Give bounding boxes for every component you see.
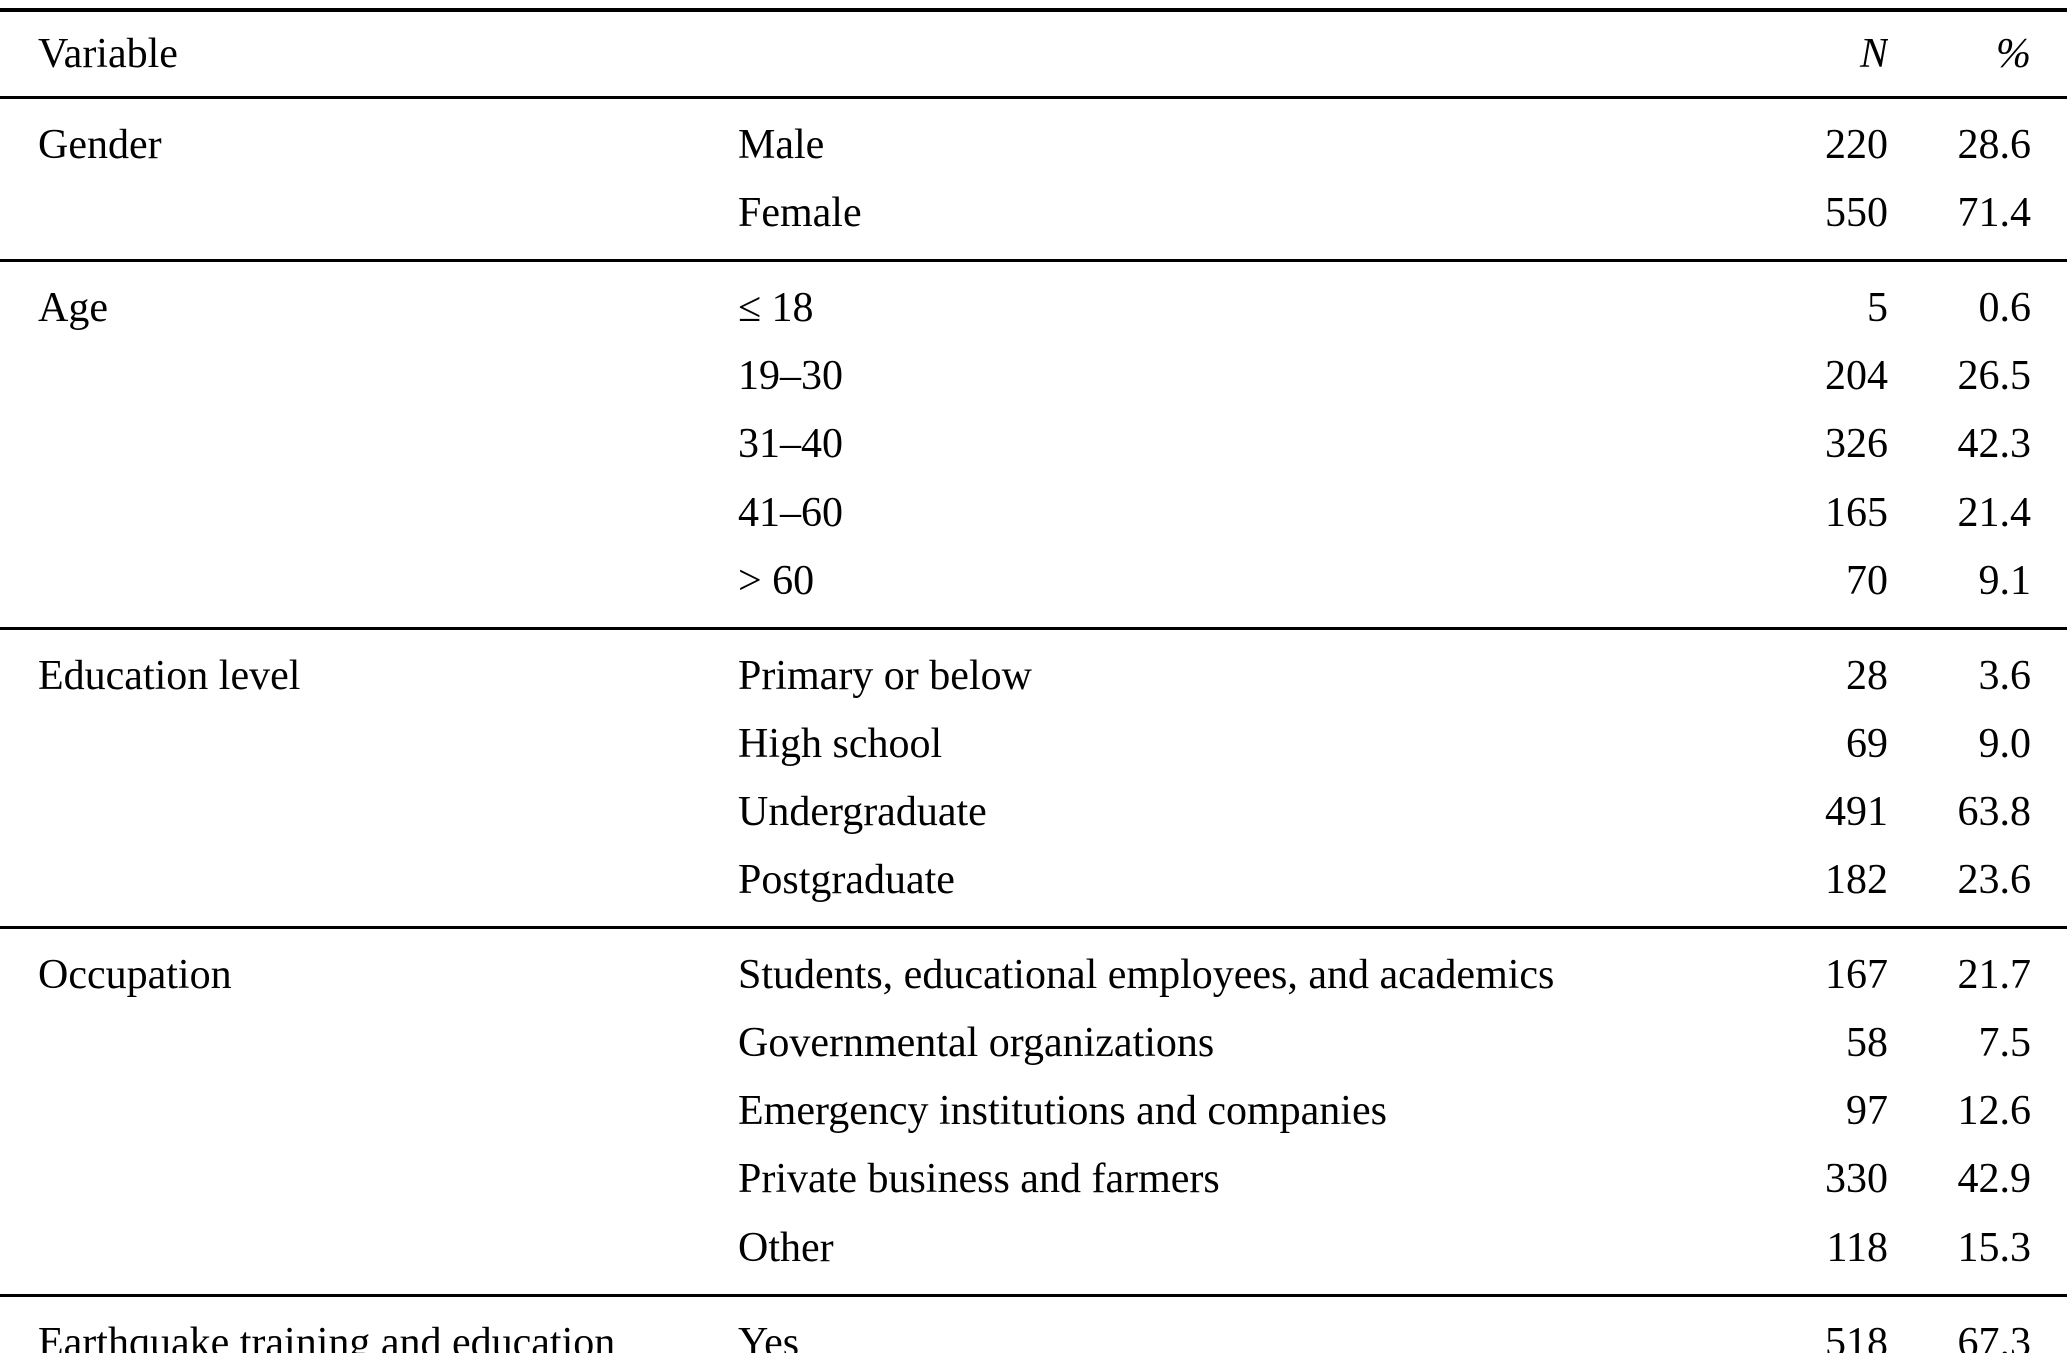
category-cell: Postgraduate xyxy=(738,857,955,904)
category-cell: ≤ 18 xyxy=(738,285,814,332)
variable-cell: Occupation xyxy=(38,952,232,999)
variable-cell: Earthquake training and education xyxy=(38,1319,616,1353)
variable-cell xyxy=(0,479,738,547)
n-cell: 97 xyxy=(1846,1088,1888,1135)
n-cell: 69 xyxy=(1846,720,1888,767)
variable-cell xyxy=(0,846,738,928)
table-row: High school 69 9.0 xyxy=(0,710,2067,778)
variable-cell xyxy=(0,710,738,778)
table-row: Undergraduate 491 63.8 xyxy=(0,778,2067,846)
variable-cell xyxy=(0,778,738,846)
table-row: 19–30 204 26.5 xyxy=(0,342,2067,410)
n-cell: 58 xyxy=(1846,1020,1888,1067)
n-cell: 204 xyxy=(1825,353,1888,400)
percent-cell: 21.7 xyxy=(1957,952,2032,999)
category-cell: Undergraduate xyxy=(738,788,987,835)
percent-cell: 26.5 xyxy=(1957,353,2032,400)
category-cell: Yes xyxy=(738,1319,800,1353)
variable-cell: Education level xyxy=(38,652,301,699)
n-cell: 167 xyxy=(1825,952,1888,999)
n-cell: 220 xyxy=(1825,122,1888,169)
variable-cell: Age xyxy=(38,285,108,332)
table-row: Gender Male 220 28.6 xyxy=(0,98,2067,180)
n-cell: 5 xyxy=(1867,285,1888,332)
variable-cell xyxy=(0,547,738,629)
percent-cell: 9.0 xyxy=(1978,720,2032,767)
table-row: Private business and farmers 330 42.9 xyxy=(0,1145,2067,1213)
table-row: Postgraduate 182 23.6 xyxy=(0,846,2067,928)
percent-cell: 42.3 xyxy=(1957,421,2032,468)
percent-cell: 21.4 xyxy=(1957,489,2032,536)
percent-cell: 7.5 xyxy=(1978,1020,2032,1067)
table-header: Variable N % xyxy=(0,10,2067,98)
n-cell: 491 xyxy=(1825,788,1888,835)
n-cell: 118 xyxy=(1826,1224,1888,1271)
percent-cell: 12.6 xyxy=(1957,1088,2032,1135)
category-cell: 31–40 xyxy=(738,421,843,468)
variable-cell xyxy=(0,1077,738,1145)
variable-cell xyxy=(0,1214,738,1296)
category-cell: 41–60 xyxy=(738,489,843,536)
n-cell: 28 xyxy=(1846,652,1888,699)
category-cell: Private business and farmers xyxy=(738,1156,1220,1203)
percent-cell: 63.8 xyxy=(1957,788,2032,835)
table-row: Age ≤ 18 5 0.6 xyxy=(0,261,2067,343)
n-cell: 182 xyxy=(1825,857,1888,904)
percent-cell: 0.6 xyxy=(1978,285,2032,332)
table-group: Earthquake training and education Yes 518 6… xyxy=(0,1295,2067,1353)
category-cell: Primary or below xyxy=(738,652,1032,699)
header-variable: Variable xyxy=(38,31,178,77)
header-percent: % xyxy=(1996,31,2031,77)
table-row: 41–60 165 21.4 xyxy=(0,479,2067,547)
variable-cell xyxy=(0,1009,738,1077)
category-cell: 19–30 xyxy=(738,353,843,400)
table-row: Other 118 15.3 xyxy=(0,1214,2067,1296)
percent-cell: 3.6 xyxy=(1978,652,2032,699)
table-group: Gender Male 220 28.6 Female 550 71.4 xyxy=(0,97,2067,261)
percent-cell: 71.4 xyxy=(1957,190,2032,237)
demographics-table: Variable N % Gender Male 220 28.6 Female 550 7… xyxy=(0,8,2067,1353)
header-row: Variable N % xyxy=(0,10,2067,98)
percent-cell: 23.6 xyxy=(1957,857,2032,904)
n-cell: 518 xyxy=(1825,1319,1888,1353)
n-cell: 326 xyxy=(1825,421,1888,468)
table-row: Governmental organizations 58 7.5 xyxy=(0,1009,2067,1077)
variable-cell xyxy=(0,179,738,261)
n-cell: 70 xyxy=(1846,557,1888,604)
table-row: Earthquake training and education Yes 518 6… xyxy=(0,1295,2067,1353)
percent-cell: 42.9 xyxy=(1957,1156,2032,1203)
table-row: Occupation Students, educational employee… xyxy=(0,928,2067,1010)
category-cell: Students, educational employees, and aca… xyxy=(738,952,1555,999)
category-cell: High school xyxy=(738,720,943,767)
table-group: Occupation Students, educational employee… xyxy=(0,927,2067,1296)
category-cell: Emergency institutions and companies xyxy=(738,1088,1387,1135)
table-group: Age ≤ 18 5 0.6 19–30 204 26.5 31–40 326 42.3 41–60… xyxy=(0,260,2067,629)
table-row: Female 550 71.4 xyxy=(0,179,2067,261)
n-cell: 550 xyxy=(1825,190,1888,237)
percent-cell: 9.1 xyxy=(1978,557,2032,604)
table-row: 31–40 326 42.3 xyxy=(0,410,2067,478)
variable-cell xyxy=(0,410,738,478)
category-cell: Other xyxy=(738,1224,834,1271)
category-cell: Male xyxy=(738,122,825,169)
category-cell: > 60 xyxy=(738,557,815,604)
table-group: Education level Primary or below 28 3.6 High… xyxy=(0,628,2067,927)
table-row: > 60 70 9.1 xyxy=(0,547,2067,629)
variable-cell xyxy=(0,1145,738,1213)
n-cell: 165 xyxy=(1825,489,1888,536)
variable-cell xyxy=(0,342,738,410)
category-cell: Governmental organizations xyxy=(738,1020,1215,1067)
n-cell: 330 xyxy=(1825,1156,1888,1203)
variable-cell: Gender xyxy=(38,122,162,169)
header-category-spacer xyxy=(738,10,1668,98)
percent-cell: 28.6 xyxy=(1957,122,2032,169)
table-row: Education level Primary or below 28 3.6 xyxy=(0,628,2067,710)
percent-cell: 67.3 xyxy=(1957,1319,2032,1353)
category-cell: Female xyxy=(738,190,862,237)
header-n: N xyxy=(1859,31,1888,77)
percent-cell: 15.3 xyxy=(1957,1224,2032,1271)
table-row: Emergency institutions and companies 97 12… xyxy=(0,1077,2067,1145)
